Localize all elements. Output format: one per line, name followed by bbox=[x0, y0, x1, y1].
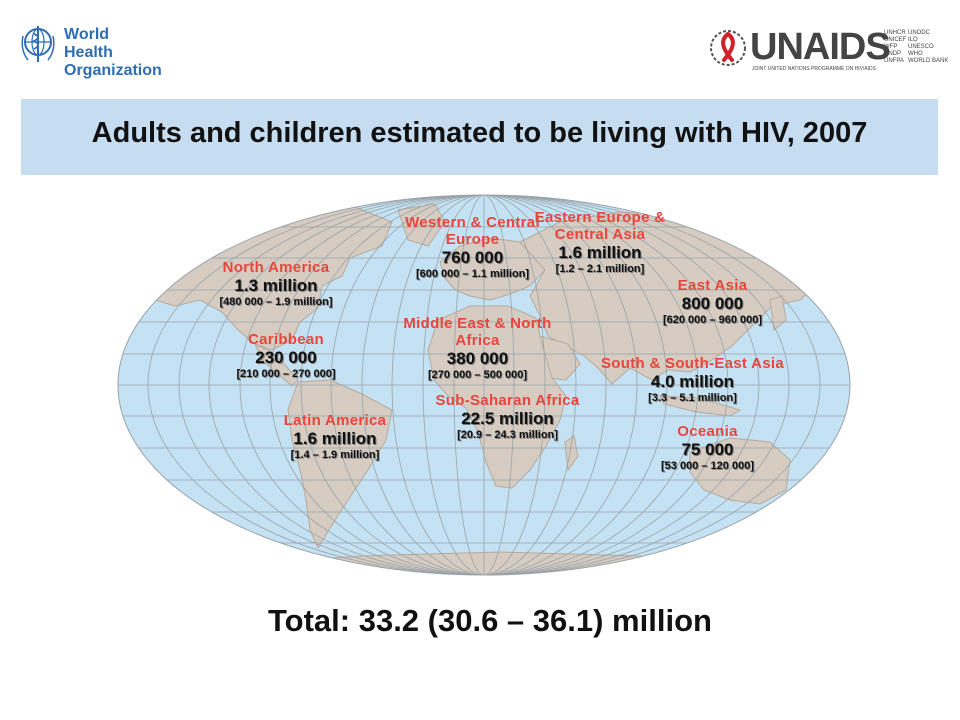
region-range: [480 000 – 1.9 million] bbox=[219, 296, 333, 308]
region-range: [3.3 – 5.1 million] bbox=[648, 392, 737, 404]
who-name-line2: Organization bbox=[64, 62, 162, 79]
region-name: Oceania bbox=[677, 423, 738, 440]
who-name-line1: World Health bbox=[64, 26, 113, 61]
region-south-south-east-asia: South & South-East Asia 4.0 million [3.3… bbox=[600, 355, 785, 405]
region-oceania: Oceania 75 000 [53 000 – 120 000] bbox=[635, 423, 780, 473]
region-name: Eastern Europe & Central Asia bbox=[534, 209, 666, 243]
region-range: [210 000 – 270 000] bbox=[236, 368, 336, 380]
red-ribbon-icon bbox=[710, 30, 746, 66]
region-range: [1.4 – 1.9 million] bbox=[290, 449, 380, 461]
unaids-cosponsors-col1: UNHCR UNICEF WFP UNDP UNFPA bbox=[884, 30, 907, 64]
who-emblem-icon bbox=[21, 26, 55, 62]
region-name: South & South-East Asia bbox=[600, 355, 785, 372]
region-range: [53 000 – 120 000] bbox=[661, 460, 754, 472]
unaids-tagline: JOINT UNITED NATIONS PROGRAMME ON HIV/AI… bbox=[752, 66, 876, 72]
globe-outline bbox=[117, 194, 851, 576]
region-name: Latin America bbox=[283, 412, 387, 429]
region-name: East Asia bbox=[677, 277, 748, 294]
title-band: Adults and children estimated to be livi… bbox=[21, 99, 938, 175]
region-range: [20.9 – 24.3 million] bbox=[457, 429, 558, 441]
region-value: 760 000 bbox=[441, 248, 504, 267]
land-greenland bbox=[397, 203, 446, 247]
region-value: 4.0 million bbox=[650, 372, 735, 391]
unaids-wordmark: UNAIDS bbox=[750, 26, 891, 68]
region-name: Western & Central Europe bbox=[405, 214, 540, 248]
region-value: 1.6 million bbox=[293, 429, 377, 448]
region-east-asia: East Asia 800 000 [620 000 – 960 000] bbox=[640, 277, 785, 327]
region-western-central-europe: Western & Central Europe 760 000 [600 00… bbox=[395, 214, 550, 281]
graticule bbox=[118, 195, 850, 575]
region-value: 800 000 bbox=[681, 294, 744, 313]
region-range: [600 000 – 1.1 million] bbox=[415, 268, 530, 280]
page-title: Adults and children estimated to be livi… bbox=[91, 117, 868, 149]
region-name: Middle East & North Africa bbox=[403, 315, 552, 349]
region-eastern-europe-central-asia: Eastern Europe & Central Asia 1.6 millio… bbox=[530, 209, 670, 276]
region-name: Caribbean bbox=[247, 331, 325, 348]
unaids-cosponsors-col2: UNODC ILO UNESCO WHO WORLD BANK bbox=[908, 30, 949, 64]
region-range: [1.2 – 2.1 million] bbox=[555, 263, 645, 275]
region-name: Sub-Saharan Africa bbox=[435, 392, 580, 409]
region-value: 380 000 bbox=[446, 349, 509, 368]
unaids-logo: UNAIDS JOINT UNITED NATIONS PROGRAMME ON… bbox=[708, 26, 948, 72]
region-sub-saharan-africa: Sub-Saharan Africa 22.5 million [20.9 – … bbox=[405, 392, 610, 442]
land-japan bbox=[769, 295, 787, 331]
who-logo: World Health Organization bbox=[20, 22, 162, 79]
region-north-america: North America 1.3 million [480 000 – 1.9… bbox=[196, 259, 356, 309]
land-australia bbox=[689, 437, 791, 505]
region-value: 1.3 million bbox=[234, 276, 318, 295]
region-value: 230 000 bbox=[255, 348, 317, 367]
region-value: 22.5 million bbox=[461, 409, 554, 428]
land-antarctica bbox=[229, 551, 762, 575]
region-value: 75 000 bbox=[681, 440, 734, 459]
land-new-zealand bbox=[807, 495, 821, 523]
total-estimate: Total: 33.2 (30.6 – 36.1) million bbox=[268, 603, 712, 638]
region-range: [270 000 – 500 000] bbox=[427, 369, 528, 381]
region-name: North America bbox=[222, 259, 330, 276]
region-middle-east-north-africa: Middle East & North Africa 380 000 [270 … bbox=[380, 315, 575, 382]
land-africa bbox=[427, 305, 567, 489]
region-latin-america: Latin America 1.6 million [1.4 – 1.9 mil… bbox=[255, 412, 415, 462]
region-value: 1.6 million bbox=[558, 243, 642, 262]
region-caribbean: Caribbean 230 000 [210 000 – 270 000] bbox=[196, 331, 376, 381]
region-range: [620 000 – 960 000] bbox=[662, 314, 763, 326]
land-south-america bbox=[287, 379, 393, 550]
